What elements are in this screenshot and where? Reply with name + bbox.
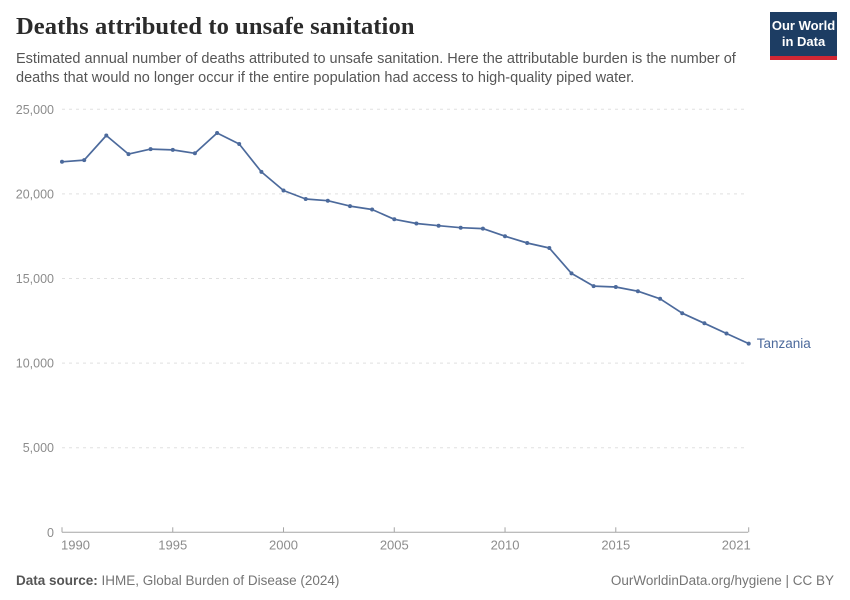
y-tick-label: 25,000 xyxy=(16,103,54,117)
data-point-2016[interactable] xyxy=(635,289,640,294)
data-point-2018[interactable] xyxy=(680,311,685,316)
data-source-label: Data source: xyxy=(16,572,98,588)
data-source-text: IHME, Global Burden of Disease (2024) xyxy=(97,572,340,588)
y-tick-label: 20,000 xyxy=(16,187,54,201)
data-source: Data source: IHME, Global Burden of Dise… xyxy=(16,572,340,588)
data-point-2011[interactable] xyxy=(525,241,530,245)
chart-subtitle: Estimated annual number of deaths attrib… xyxy=(16,50,736,87)
y-tick-label: 15,000 xyxy=(16,272,54,286)
y-tick-label: 0 xyxy=(47,526,54,540)
data-point-2003[interactable] xyxy=(348,204,352,209)
x-tick-label: 1990 xyxy=(61,537,90,552)
data-point-2020[interactable] xyxy=(724,331,729,336)
data-point-1992[interactable] xyxy=(104,133,109,138)
data-point-1999[interactable] xyxy=(259,169,264,174)
data-point-2021[interactable] xyxy=(746,341,751,346)
line-chart-svg[interactable]: 0 5,000 10,000 15,000 20,000 25,000 1990 1995 20… xyxy=(0,95,850,565)
entity-label[interactable]: Tanzania xyxy=(757,336,812,351)
y-tick-labels: 0 5,000 10,000 15,000 20,000 25,000 xyxy=(16,103,54,540)
data-point-2009[interactable] xyxy=(480,226,485,231)
credit-link[interactable]: OurWorldinData.org/hygiene | CC BY xyxy=(610,572,834,588)
chart-footer: Data source: IHME, Global Burden of Dise… xyxy=(16,572,834,588)
data-point-2002[interactable] xyxy=(325,198,330,203)
x-tick-label: 1995 xyxy=(158,537,187,552)
data-point-2007[interactable] xyxy=(436,223,441,228)
owid-logo[interactable]: Our World in Data xyxy=(770,12,837,60)
data-point-1998[interactable] xyxy=(237,142,242,146)
data-point-2004[interactable] xyxy=(370,207,375,212)
data-point-1997[interactable] xyxy=(215,131,220,135)
data-point-2008[interactable] xyxy=(458,225,463,230)
owid-logo-line2: in Data xyxy=(781,34,826,50)
data-point-2012[interactable] xyxy=(547,246,552,250)
chart-header: Deaths attributed to unsafe sanitation E… xyxy=(16,13,756,89)
x-tick-label: 2010 xyxy=(491,537,520,552)
x-tick-label: 2005 xyxy=(380,537,409,552)
series-points[interactable] xyxy=(60,131,751,346)
data-point-1996[interactable] xyxy=(192,151,197,156)
data-point-2001[interactable] xyxy=(303,197,308,201)
x-tick-label: 2000 xyxy=(269,537,298,552)
x-tick-label: 2021 xyxy=(722,537,751,552)
data-point-1990[interactable] xyxy=(60,159,64,164)
y-tick-label: 10,000 xyxy=(16,357,54,371)
y-gridlines xyxy=(62,108,748,533)
data-point-1995[interactable] xyxy=(170,147,175,152)
data-point-2014[interactable] xyxy=(591,284,596,289)
owid-logo-line1: Our World xyxy=(771,18,836,33)
data-point-2006[interactable] xyxy=(414,221,419,226)
data-point-1991[interactable] xyxy=(82,158,87,163)
data-point-2017[interactable] xyxy=(658,296,663,301)
data-point-1993[interactable] xyxy=(126,152,131,157)
x-tick-label: 2015 xyxy=(601,537,630,552)
x-axis: 1990 1995 2000 2005 2010 2015 2021 xyxy=(61,527,751,552)
data-point-2013[interactable] xyxy=(569,271,574,276)
data-point-1994[interactable] xyxy=(148,147,153,152)
data-point-2010[interactable] xyxy=(503,234,507,239)
data-point-2019[interactable] xyxy=(702,321,707,326)
series-line xyxy=(61,132,750,345)
data-point-2005[interactable] xyxy=(392,217,397,222)
y-tick-label: 5,000 xyxy=(23,441,54,455)
data-point-2015[interactable] xyxy=(613,285,618,289)
chart-title: Deaths attributed to unsafe sanitation xyxy=(16,13,415,40)
data-point-2000[interactable] xyxy=(281,188,286,193)
